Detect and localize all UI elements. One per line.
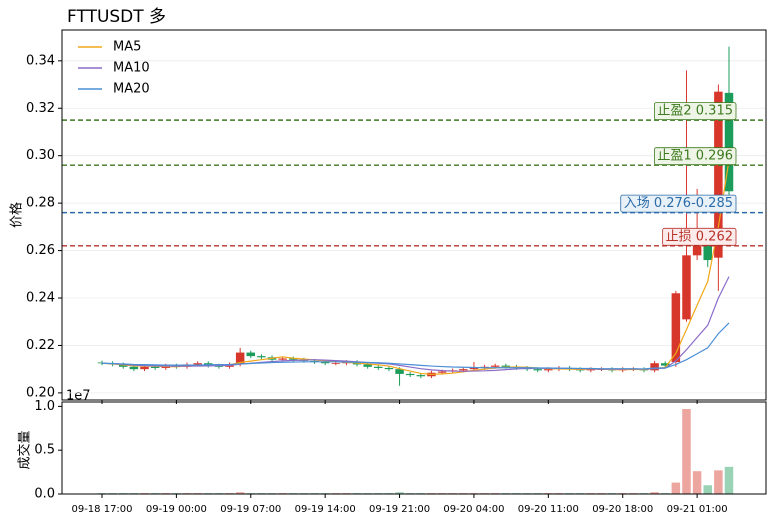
x-tick-label: 09-20 11:00 <box>518 504 579 515</box>
candle-body <box>278 358 287 360</box>
volume-bar <box>650 492 659 494</box>
plot-frame <box>61 29 767 401</box>
candle-body <box>246 352 256 357</box>
y-tick-label: 0.34 <box>26 53 55 68</box>
x-tick-label: 09-20 18:00 <box>592 504 653 515</box>
candle-body <box>724 92 734 192</box>
candle-body <box>331 363 341 365</box>
candle-body <box>140 366 149 370</box>
candle-body <box>129 366 139 370</box>
y-tick-label: 0.30 <box>26 148 55 163</box>
candle-body <box>660 363 670 366</box>
y-axis-label: 价格 <box>9 202 25 228</box>
volume-bar <box>395 492 404 494</box>
volume-y-tick-label: 0.0 <box>34 487 55 502</box>
y-tick-label: 0.24 <box>26 291 55 306</box>
volume-frame <box>61 401 767 495</box>
candle-body <box>97 362 107 364</box>
ma-line <box>101 322 730 370</box>
y-tick-label: 0.26 <box>26 243 55 258</box>
legend-label: MA5 <box>113 40 141 55</box>
ma-line <box>101 160 730 375</box>
x-tick-label: 09-20 04:00 <box>443 504 504 515</box>
candle-body <box>682 255 691 320</box>
level-label-box <box>662 227 737 246</box>
x-tick-label: 09-19 14:00 <box>295 504 356 515</box>
candle-body <box>437 371 447 373</box>
volume-bar <box>682 409 691 494</box>
y-tick-label: 0.28 <box>26 196 55 211</box>
volume-bar <box>235 492 245 494</box>
candle-body <box>384 367 394 370</box>
candle-body <box>703 238 712 261</box>
volume-bar <box>714 470 723 494</box>
candle-body <box>459 369 468 371</box>
candle-body <box>374 366 383 368</box>
level-label: 止盈1 0.296 <box>657 149 733 164</box>
level-label-box <box>620 194 737 213</box>
candle-body <box>490 365 500 367</box>
volume-y-tick-label: 1.0 <box>34 399 55 414</box>
y-tick-label: 0.20 <box>26 385 55 400</box>
candle-body <box>257 356 266 358</box>
chart-title: FTTUSDT 多 <box>67 7 166 27</box>
volume-bar <box>671 482 681 494</box>
y-tick-label: 0.32 <box>26 101 55 116</box>
volume-y-tick-label: 0.5 <box>34 443 55 458</box>
candle-body <box>289 358 298 360</box>
volume-bar <box>724 466 734 494</box>
x-tick-label: 09-18 17:00 <box>71 504 132 515</box>
level-label: 止损 0.262 <box>666 229 733 244</box>
candle-body <box>714 91 723 258</box>
volume-bar <box>692 471 702 494</box>
candle-body <box>235 352 245 365</box>
x-tick-label: 09-19 07:00 <box>220 504 281 515</box>
volume-bar <box>703 485 712 494</box>
level-label-box <box>653 147 737 166</box>
y-tick-label: 0.22 <box>26 338 55 353</box>
candle-body <box>320 362 330 364</box>
candle-body <box>405 373 415 376</box>
candle-body <box>533 369 542 371</box>
candle-body <box>150 366 160 368</box>
candle-body <box>416 375 426 377</box>
candle-body <box>119 364 128 367</box>
x-tick-label: 09-21 01:00 <box>667 504 728 515</box>
level-label: 入场 0.276-0.285 <box>624 196 733 211</box>
candle-body <box>671 293 681 363</box>
legend-label: MA20 <box>113 82 150 97</box>
candle-body <box>193 363 202 365</box>
candle-body <box>650 363 659 371</box>
candle-body <box>501 365 511 367</box>
x-tick-label: 09-19 00:00 <box>146 504 207 515</box>
candle-body <box>469 367 479 370</box>
candle-body <box>395 369 404 374</box>
level-label: 止盈2 0.315 <box>657 104 733 119</box>
x-tick-label: 09-19 21:00 <box>369 504 430 515</box>
candle-body <box>363 364 372 367</box>
volume-offset: 1e7 <box>66 389 91 404</box>
level-label-box <box>653 102 737 121</box>
legend-label: MA10 <box>113 61 150 76</box>
candle-body <box>692 245 702 256</box>
ma-line <box>101 276 730 372</box>
volume-axis-label: 成交量 <box>17 430 33 469</box>
candle-body <box>544 369 553 371</box>
